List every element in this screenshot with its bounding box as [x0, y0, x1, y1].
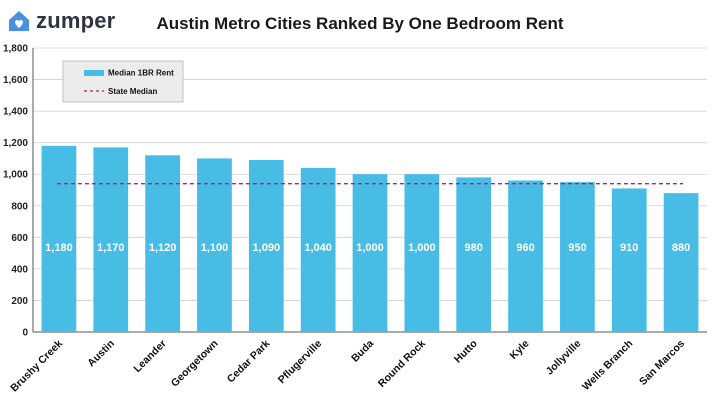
brand-name: zumper	[36, 8, 116, 33]
x-tick-label: Hutto	[452, 338, 480, 366]
y-tick-label: 1,600	[3, 75, 28, 86]
bar	[197, 158, 232, 332]
x-tick-label: Wells Branch	[580, 338, 635, 393]
y-tick-label: 1,200	[3, 138, 28, 149]
y-tick-label: 200	[11, 296, 28, 307]
x-tick-label: Leander	[131, 338, 168, 375]
x-tick-label: Round Rock	[376, 338, 428, 390]
y-tick-label: 1,800	[3, 44, 28, 55]
y-tick-label: 400	[11, 264, 28, 275]
bar-value-label: 1,100	[201, 242, 229, 254]
bar-value-label: 1,000	[356, 242, 384, 254]
y-tick-label: 1,400	[3, 107, 28, 118]
bar	[248, 160, 284, 332]
y-tick-label: 0	[22, 328, 28, 339]
x-tick-label: Jollyville	[544, 338, 584, 378]
bar	[611, 188, 647, 332]
chart-legend: Median 1BR Rent State Median	[62, 60, 184, 103]
bar-value-label: 1,090	[253, 242, 281, 254]
legend-label: State Median	[108, 87, 157, 96]
bar	[456, 177, 492, 332]
bar	[41, 145, 77, 332]
bar	[145, 155, 180, 332]
legend-box	[62, 60, 184, 103]
x-tick-label: Brushy Creek	[8, 338, 65, 395]
bar-value-label: 1,170	[97, 242, 125, 254]
x-tick-label: Kyle	[507, 338, 531, 362]
bar	[508, 180, 543, 332]
bar-value-label: 910	[620, 242, 638, 254]
x-tick-label: Georgetown	[169, 338, 221, 390]
bar-value-label: 880	[672, 242, 690, 254]
bar	[300, 167, 336, 332]
bar	[404, 174, 440, 332]
y-tick-label: 600	[11, 233, 28, 244]
x-tick-label: Austin	[85, 338, 117, 370]
bar-value-label: 1,000	[408, 242, 436, 254]
legend-label: Median 1BR Rent	[108, 69, 174, 78]
x-tick-label: Pflugerville	[276, 338, 325, 387]
house-heart-icon	[9, 11, 29, 31]
y-tick-label: 800	[11, 201, 28, 212]
x-tick-label: Cedar Park	[225, 338, 273, 386]
y-tick-label: 1,000	[3, 170, 28, 181]
bar	[93, 147, 129, 332]
legend-swatch-bars	[84, 70, 104, 76]
x-tick-label: Buda	[349, 338, 376, 365]
bar-value-label: 1,180	[45, 242, 73, 254]
bar	[352, 174, 388, 332]
bar-value-label: 960	[516, 242, 534, 254]
x-tick-label: San Marcos	[637, 338, 687, 388]
brand-logo: zumper	[6, 8, 115, 34]
chart-title: Austin Metro Cities Ranked By One Bedroo…	[156, 14, 564, 33]
bar-value-label: 1,040	[304, 242, 332, 254]
bar	[663, 193, 699, 332]
bar-value-label: 980	[465, 242, 483, 254]
bar-value-label: 950	[568, 242, 586, 254]
bar	[560, 182, 595, 332]
bar-value-label: 1,120	[149, 242, 177, 254]
